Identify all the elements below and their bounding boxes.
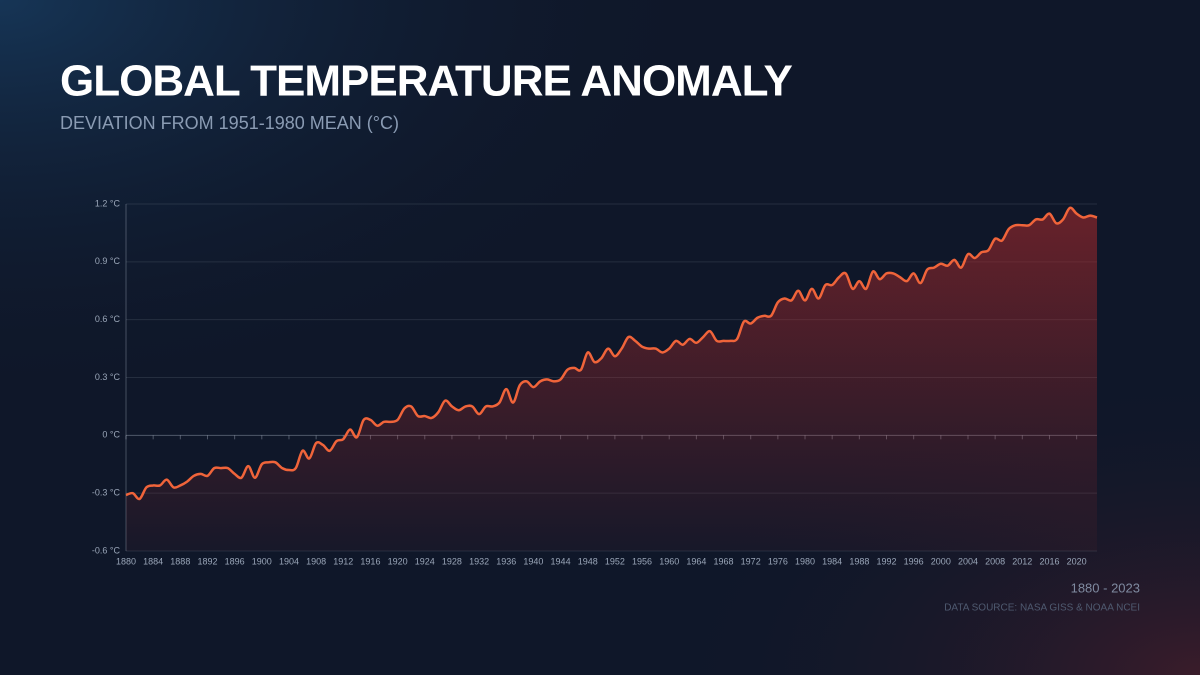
y-tick-label: 0.6 °C [95,314,121,324]
x-tick-label: 1932 [469,556,489,566]
x-tick-label: 1952 [605,556,625,566]
x-tick-label: 1888 [170,556,190,566]
x-tick-label: 1900 [252,556,272,566]
source-note: DATA SOURCE: NASA GISS & NOAA NCEI [944,603,1140,614]
x-tick-label: 1884 [143,556,163,566]
x-tick-label: 1928 [442,556,462,566]
x-tick-label: 1964 [686,556,706,566]
y-tick-label: -0.3 °C [92,488,121,498]
x-tick-label: 2008 [985,556,1005,566]
chart-subtitle: DEVIATION FROM 1951-1980 MEAN (°C) [60,113,399,133]
x-tick-label: 2016 [1039,556,1059,566]
plot-area: -0.6 °C -0.3 °C 0 °C 0.3 °C 0.6 °C 0.9 °C 1.2 … [92,198,1098,566]
x-tick-label: 1992 [876,556,896,566]
x-tick-label: 1972 [741,556,761,566]
range-label: 1880 - 2023 [1071,580,1140,595]
x-tick-label: 1976 [768,556,788,566]
chart-title: GLOBAL TEMPERATURE ANOMALY [60,57,792,106]
x-tick-label: 2020 [1067,556,1087,566]
x-tick-label: 1944 [551,556,571,566]
x-tick-label: 1892 [197,556,217,566]
area [126,207,1097,552]
x-tick-label: 1960 [659,556,679,566]
x-tick-label: 1956 [632,556,652,566]
y-tick-label: 0.9 °C [95,256,121,266]
x-tick-label: 1984 [822,556,842,566]
x-tick-label: 1920 [388,556,408,566]
x-tick-label: 1896 [225,556,245,566]
x-tick-label: 1980 [795,556,815,566]
y-tick-label: 1.2 °C [95,198,121,208]
y-tick-label: 0 °C [102,430,120,440]
x-tick-label: 1988 [849,556,869,566]
y-tick-label: -0.6 °C [92,545,121,555]
x-tick-label: 1996 [904,556,924,566]
x-tick-label: 2000 [931,556,951,566]
x-tick-label: 1936 [496,556,516,566]
x-tick-label: 1916 [360,556,380,566]
x-tick-label: 1880 [116,556,136,566]
x-tick-label: 2004 [958,556,978,566]
y-tick-label: 0.3 °C [95,372,121,382]
x-tick-label: 2012 [1012,556,1032,566]
x-tick-label: 1912 [333,556,353,566]
x-tick-label: 1904 [279,556,299,566]
x-tick-label: 1968 [714,556,734,566]
line [125,206,1098,501]
x-tick-label: 1940 [523,556,543,566]
x-tick-label: 1908 [306,556,326,566]
x-tick-label: 1948 [578,556,598,566]
x-tick-label: 1924 [415,556,435,566]
